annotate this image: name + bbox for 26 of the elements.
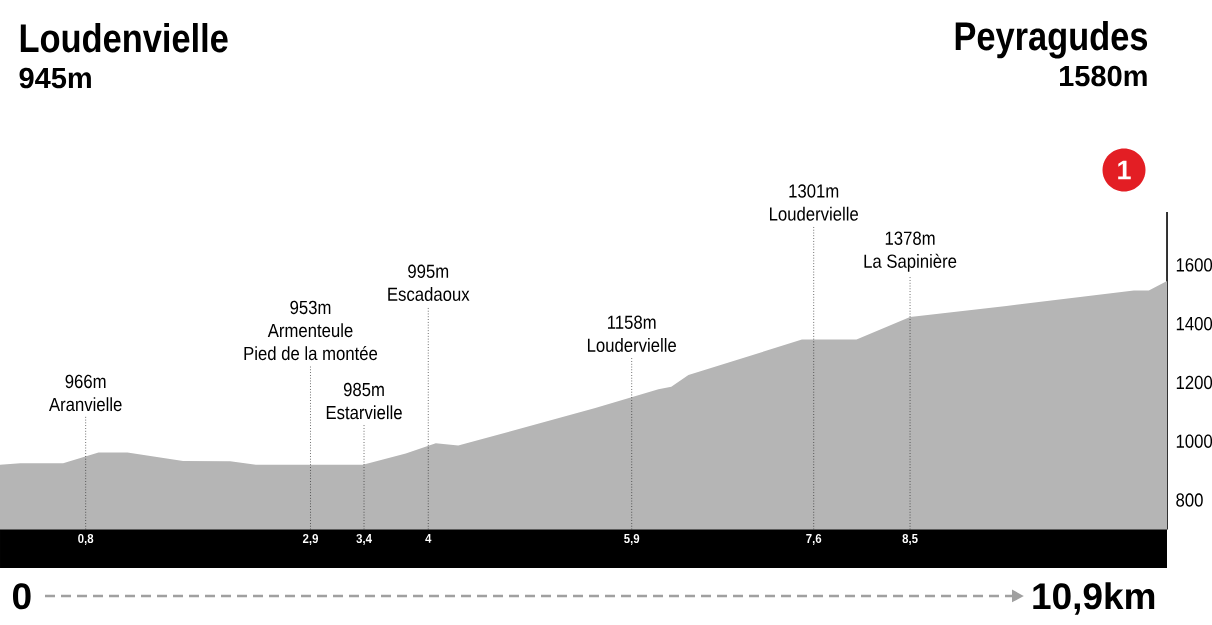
x-tick-label: 8,5: [902, 533, 918, 545]
y-tick-label: 800: [1176, 493, 1203, 507]
x-tick-label: 2,9: [302, 533, 319, 545]
x-tick-label: 7,6: [806, 533, 822, 545]
ref-line-label: 966m Aranvielle: [48, 374, 122, 412]
ref-line-label: 1301m Loudervielle: [770, 184, 859, 221]
ref-line-label: 985m Estarvielle: [326, 382, 402, 420]
y-tick-label: 1000: [1176, 434, 1212, 448]
ref-line-label: 1158m Loudervielle: [587, 315, 677, 352]
text: 1580m: [1060, 65, 1147, 87]
text: Peyragudes: [955, 21, 1148, 59]
text: Loudenvielle: [20, 23, 228, 53]
text: 10,9km: [1033, 582, 1155, 615]
x-tick-label: 3,4: [356, 533, 372, 545]
ref-line-label: 995m Escadaoux: [388, 264, 470, 301]
y-tick-label: 1600: [1176, 258, 1212, 272]
x-tick-label: 4: [425, 533, 432, 543]
text: 945m: [19, 67, 91, 89]
ref-line-label: 1378m La Sapinière: [864, 231, 957, 272]
text: 0: [13, 583, 31, 610]
ref-line-label: 953m Armenteule Pied de la montée: [244, 300, 378, 361]
x-tick-label: 5,9: [624, 533, 640, 545]
x-tick-label: 0,8: [78, 533, 94, 545]
y-tick-label: 1200: [1176, 375, 1212, 390]
y-tick-label: 1400: [1176, 316, 1212, 331]
text: 1: [1118, 160, 1131, 180]
